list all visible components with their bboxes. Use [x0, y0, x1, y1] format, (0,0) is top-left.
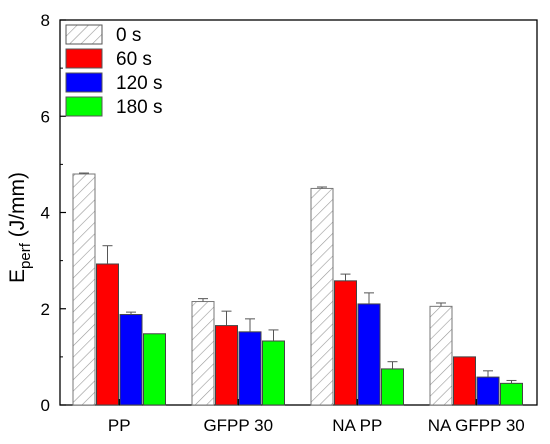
legend-label: 60 s — [116, 49, 152, 70]
y-tick-label: 6 — [41, 107, 50, 126]
bar — [215, 325, 238, 406]
x-tick-label: GFPP 30 — [203, 416, 273, 435]
y-tick-label: 4 — [41, 204, 50, 223]
y-axis-label-main: E — [6, 269, 29, 283]
legend-swatch — [65, 72, 103, 93]
legend-label: 0 s — [116, 25, 141, 46]
bar — [96, 263, 119, 406]
bar — [476, 376, 500, 406]
bar — [381, 368, 404, 406]
legend-swatch — [65, 96, 103, 117]
y-tick-label: 2 — [41, 300, 50, 319]
legend-label: 180 s — [116, 97, 162, 118]
bar — [357, 303, 381, 406]
y-tick-label: 8 — [41, 11, 50, 30]
legend: 0 s 60 s 120 s 180 s — [65, 24, 162, 118]
y-tick-label: 0 — [41, 396, 50, 415]
bar — [500, 382, 523, 406]
legend-label: 120 s — [116, 73, 162, 94]
legend-swatch — [65, 48, 103, 69]
bar — [143, 333, 166, 406]
x-tick-label: NA PP — [332, 416, 382, 435]
bar — [429, 305, 453, 406]
x-tick-label: PP — [108, 416, 131, 435]
x-tick-label: NA GFPP 30 — [428, 416, 525, 435]
bar — [262, 340, 285, 406]
bar — [191, 301, 215, 406]
bar — [310, 187, 334, 406]
bar — [453, 356, 476, 406]
y-axis-label: Eperf (J/mm) — [6, 172, 34, 283]
bar — [334, 280, 357, 406]
bar — [238, 331, 262, 406]
bar — [72, 173, 96, 406]
y-axis-label-unit: (J/mm) — [6, 172, 29, 243]
legend-swatch — [65, 24, 103, 45]
bar — [119, 314, 143, 406]
y-axis-label-sub: perf — [17, 242, 34, 269]
